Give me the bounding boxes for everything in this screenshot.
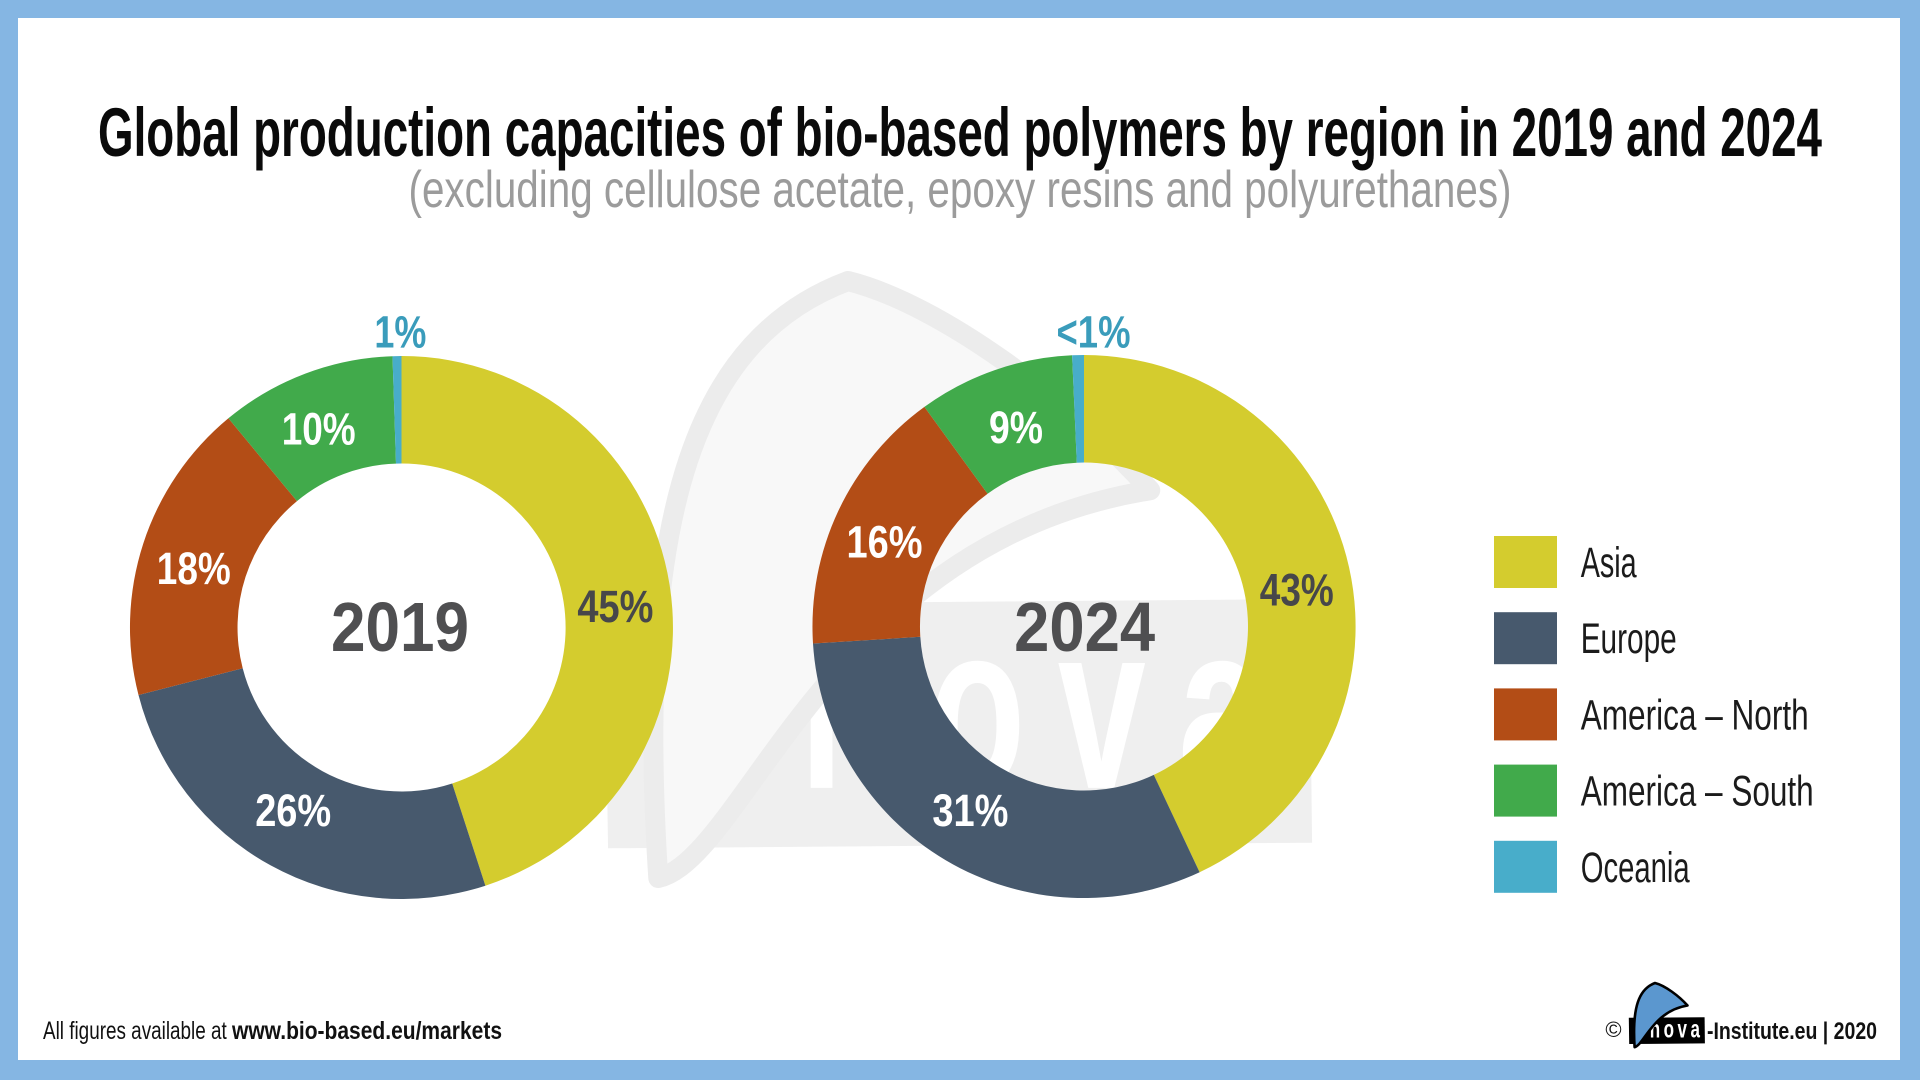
svg-text:-Institute.eu | 2020: -Institute.eu | 2020 xyxy=(1707,1018,1877,1045)
svg-text:18%: 18% xyxy=(157,543,231,594)
svg-text:Europe: Europe xyxy=(1581,615,1677,663)
svg-text:(excluding cellulose acetate,: (excluding cellulose acetate, epoxy resi… xyxy=(409,161,1512,219)
svg-text:16%: 16% xyxy=(847,516,923,567)
svg-text:10%: 10% xyxy=(282,404,356,455)
svg-text:26%: 26% xyxy=(255,785,331,836)
svg-text:43%: 43% xyxy=(1260,565,1334,616)
svg-text:All figures available at www.b: All figures available at www.bio-based.e… xyxy=(43,1017,502,1045)
svg-text:©: © xyxy=(1605,1017,1621,1042)
svg-text:2024: 2024 xyxy=(1014,588,1155,666)
svg-text:9%: 9% xyxy=(989,402,1043,453)
svg-text:Oceania: Oceania xyxy=(1581,844,1690,892)
svg-text:1%: 1% xyxy=(374,307,426,358)
svg-text:America – North: America – North xyxy=(1581,691,1809,739)
svg-text:31%: 31% xyxy=(932,785,1008,836)
svg-text:2019: 2019 xyxy=(331,588,469,666)
svg-text:America – South: America – South xyxy=(1581,768,1814,816)
svg-text:45%: 45% xyxy=(577,581,653,632)
svg-text:Asia: Asia xyxy=(1581,539,1637,587)
svg-text:<1%: <1% xyxy=(1057,307,1131,358)
svg-text:Global production capacities o: Global production capacities of bio-base… xyxy=(98,94,1822,171)
